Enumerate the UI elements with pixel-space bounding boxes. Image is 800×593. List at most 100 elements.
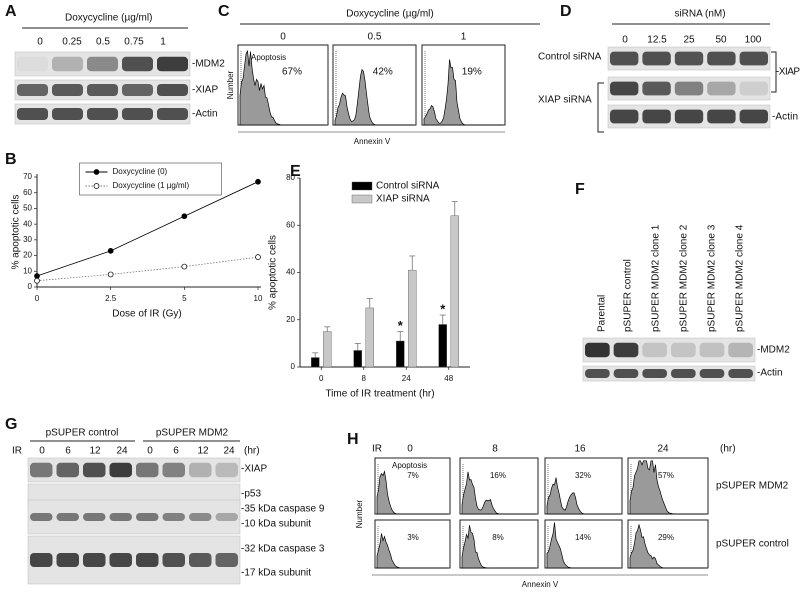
blot-band <box>56 462 79 478</box>
percentage: 19% <box>462 67 482 78</box>
lane-label: 0 <box>39 446 45 457</box>
blot-band <box>642 81 671 96</box>
time-label: 8 <box>492 444 498 455</box>
band-label: -Actin <box>757 368 783 379</box>
blot-band <box>109 462 132 478</box>
dose-label: 0.5 <box>368 32 382 43</box>
x-tick-label: 10 <box>254 294 263 303</box>
blot-band <box>707 109 736 124</box>
blot-band <box>83 462 106 478</box>
blot-band <box>30 462 53 478</box>
dose-label: 1 <box>461 32 467 43</box>
y-tick-label: 60 <box>23 188 32 197</box>
percentage: 3% <box>407 533 419 542</box>
blot-band <box>642 109 671 124</box>
band-label: -MDM2 <box>192 59 225 70</box>
band-label: -XIAP <box>776 67 800 78</box>
percentage: 29% <box>658 533 674 542</box>
histogram <box>629 523 706 569</box>
time-label: 24 <box>657 444 669 455</box>
bar <box>353 350 362 368</box>
blot-band <box>109 553 132 567</box>
band-label: -Actin <box>192 109 218 120</box>
lane-label: 24 <box>116 446 128 457</box>
blot-band <box>122 84 153 96</box>
bracket <box>771 51 777 93</box>
lane-label: 100 <box>745 35 762 46</box>
lane-label: Parental <box>597 295 608 332</box>
x-tick-label: 0 <box>35 294 40 303</box>
significance-mark: * <box>398 318 404 333</box>
blot-band <box>87 56 118 72</box>
band-label: -35 kDa caspase 9 <box>241 504 325 515</box>
x-axis-label: Annexin V <box>354 137 391 146</box>
blot-band <box>671 342 696 358</box>
bar <box>396 340 405 368</box>
bar <box>408 269 417 368</box>
percentage: 14% <box>575 533 591 542</box>
blot-band <box>728 342 753 358</box>
percentage: 8% <box>492 533 504 542</box>
row-label: pSUPER control <box>716 539 789 550</box>
legend-label: Doxycycline (0) <box>113 167 168 176</box>
point <box>181 213 188 220</box>
lane-label: 0 <box>622 35 628 46</box>
row-label: Control siRNA <box>538 52 602 63</box>
blot-band <box>83 513 106 521</box>
treatment-label: Doxycycline (µg/ml) <box>65 13 152 24</box>
histogram <box>376 533 448 569</box>
lane-label: 12 <box>197 446 209 457</box>
blot-band <box>122 108 153 120</box>
percentage: 32% <box>575 471 591 480</box>
time-label: 0 <box>407 444 413 455</box>
treatment-label: IR <box>12 446 22 457</box>
treatment-label: siRNA (nM) <box>674 9 725 20</box>
y-tick-label: 0 <box>291 362 296 371</box>
blot-band <box>30 553 53 567</box>
blot-band <box>642 342 667 358</box>
percentage: 42% <box>373 67 393 78</box>
bracket <box>597 82 604 133</box>
histogram <box>629 460 706 515</box>
lane-label: pSUPER MDM2 clone 3 <box>707 224 718 332</box>
blot-band <box>162 462 185 478</box>
blot-band <box>707 81 736 96</box>
blot-band <box>87 84 118 96</box>
lane-label: pSUPER MDM2 clone 1 <box>651 224 662 332</box>
lane-label: 12 <box>89 446 101 457</box>
legend-swatch <box>351 194 373 204</box>
blot-band <box>610 51 639 66</box>
blot-band <box>671 369 696 378</box>
y-tick-label: 60 <box>286 220 295 229</box>
x-tick-label: 8 <box>362 374 367 383</box>
time-label: 16 <box>574 444 586 455</box>
y-axis-label: % apoptotic cells <box>268 235 279 310</box>
flow-box <box>421 44 506 126</box>
blot-band <box>215 513 238 521</box>
blot-band <box>739 109 768 124</box>
y-tick-label: 20 <box>23 251 32 260</box>
lane-label: 50 <box>715 35 727 46</box>
x-axis-label: Dose of IR (Gy) <box>112 309 181 320</box>
blot-band <box>56 513 79 521</box>
bar <box>323 331 332 368</box>
x-tick-label: 5 <box>182 294 187 303</box>
x-tick-label: 24 <box>402 374 411 383</box>
blot-band <box>136 513 159 521</box>
blot-band <box>189 513 212 521</box>
legend-box <box>79 162 222 196</box>
lane-label: 0.25 <box>62 37 82 48</box>
lane-label: pSUPER control <box>623 259 634 332</box>
histogram <box>423 59 503 126</box>
blot-band <box>17 108 48 120</box>
histogram <box>546 477 620 515</box>
blot-band <box>189 553 212 567</box>
percentage: 67% <box>282 67 302 78</box>
panel-label: C <box>218 3 230 20</box>
y-tick-label: 40 <box>23 219 32 228</box>
blot-band <box>585 369 610 378</box>
blot-band <box>136 553 159 567</box>
percentage: 57% <box>658 471 674 480</box>
